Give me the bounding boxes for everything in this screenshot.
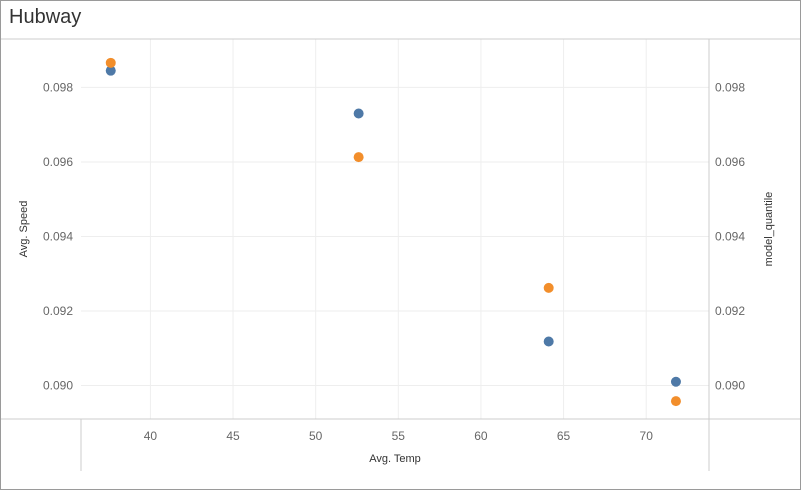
y2-tick-label: 0.098 xyxy=(715,80,745,94)
avg-speed-point[interactable] xyxy=(105,65,116,76)
avg-speed-point[interactable] xyxy=(543,336,554,347)
axes xyxy=(1,38,800,471)
worksheet-title: Hubway xyxy=(9,6,82,28)
y2-tick-label: 0.090 xyxy=(715,378,745,392)
data-points[interactable] xyxy=(105,57,681,407)
model-quantile-point[interactable] xyxy=(105,57,116,68)
x-tick-label: 65 xyxy=(557,429,571,443)
model-quantile-point[interactable] xyxy=(670,396,681,407)
x-tick-label: 60 xyxy=(474,429,488,443)
y-tick-label: 0.096 xyxy=(43,155,73,169)
x-axis-title: Avg. Temp xyxy=(369,453,421,465)
y-tick-label: 0.090 xyxy=(43,378,73,392)
y-axis-title: Avg. Speed xyxy=(18,201,30,258)
tick-labels: 40 45 50 55 60 65 70 0.090 0.092 0.094 0.096 0.098 0… xyxy=(43,80,745,443)
x-tick-label: 45 xyxy=(226,429,240,443)
y2-tick-label: 0.094 xyxy=(715,229,745,243)
model-quantile-point[interactable] xyxy=(353,152,364,163)
x-tick-label: 70 xyxy=(640,429,654,443)
avg-speed-point[interactable] xyxy=(670,376,681,387)
y2-tick-label: 0.092 xyxy=(715,304,745,318)
x-tick-label: 55 xyxy=(392,429,406,443)
gridlines xyxy=(81,39,709,419)
y2-tick-label: 0.096 xyxy=(715,155,745,169)
y-tick-label: 0.094 xyxy=(43,229,73,243)
x-tick-label: 40 xyxy=(144,429,158,443)
y-tick-label: 0.098 xyxy=(43,80,73,94)
x-tick-label: 50 xyxy=(309,429,323,443)
avg-speed-point[interactable] xyxy=(353,108,364,119)
model-quantile-point[interactable] xyxy=(543,282,554,293)
y2-axis-title: model_quantile xyxy=(763,192,775,267)
y-tick-label: 0.092 xyxy=(43,304,73,318)
